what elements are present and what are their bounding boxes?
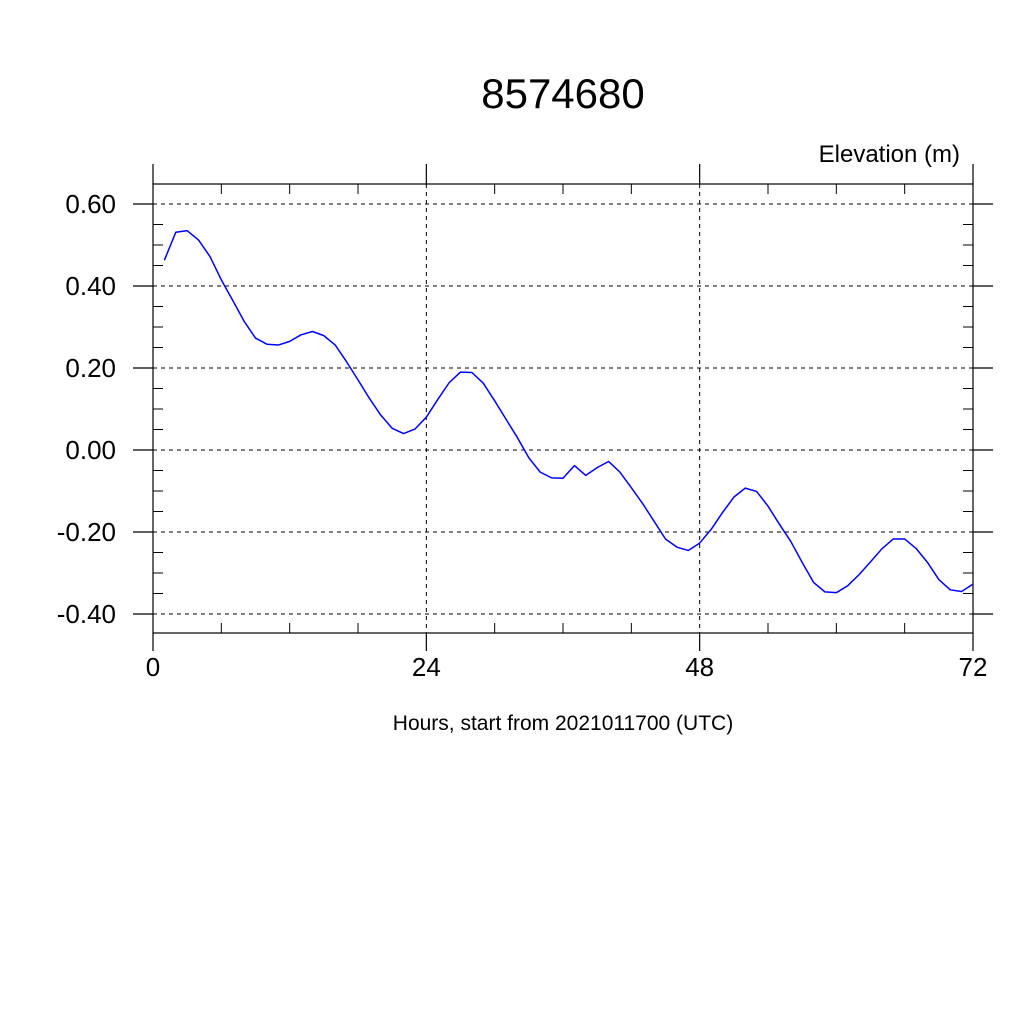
grid-lines — [153, 184, 973, 633]
x-axis-label: Hours, start from 2021011700 (UTC) — [393, 712, 733, 735]
y-tick-label: 0.00 — [65, 435, 116, 465]
x-tick-label: 72 — [959, 652, 988, 682]
y-tick-labels: -0.40 -0.20 0.00 0.20 0.40 0.60 — [57, 189, 116, 629]
x-tick-label: 0 — [146, 652, 160, 682]
y-tick-label: 0.60 — [65, 189, 116, 219]
minor-ticks — [153, 184, 973, 633]
y-tick-label: -0.40 — [57, 599, 116, 629]
y-tick-label: 0.20 — [65, 353, 116, 383]
series-layer — [163, 229, 974, 594]
x-tick-label: 24 — [412, 652, 441, 682]
major-ticks — [133, 164, 993, 651]
y-tick-label: -0.20 — [57, 517, 116, 547]
x-tick-label: 48 — [685, 652, 714, 682]
series-line — [163, 229, 974, 594]
y-tick-label: 0.40 — [65, 271, 116, 301]
chart-title: 8574680 — [481, 70, 645, 117]
x-tick-labels: 0 24 48 72 — [146, 652, 988, 682]
y-axis-label: Elevation (m) — [819, 141, 960, 168]
plot-frame — [152, 183, 974, 634]
